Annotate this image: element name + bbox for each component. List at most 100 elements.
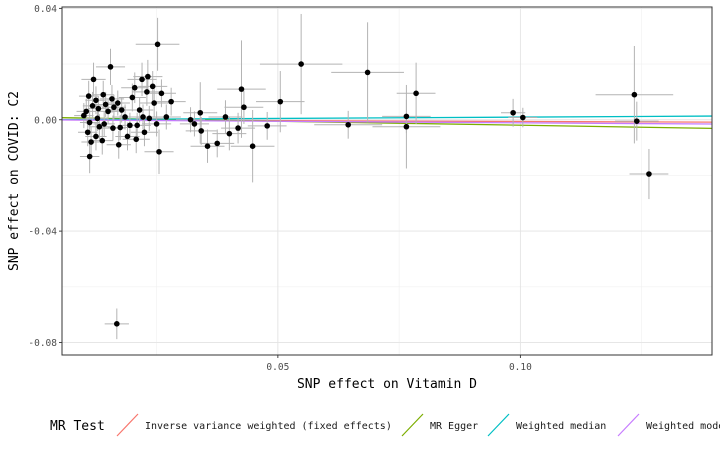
minor-gridlines — [62, 7, 712, 355]
legend-label: Weighted median — [516, 421, 606, 432]
data-point — [127, 122, 133, 129]
data-point — [241, 104, 247, 111]
data-point — [149, 83, 156, 90]
data-point — [156, 148, 162, 155]
data-point — [634, 118, 640, 124]
legend-key — [487, 413, 510, 437]
data-point — [158, 90, 165, 97]
data-point — [226, 130, 233, 137]
data-point — [111, 104, 117, 111]
y-tick-label: 0.00 — [34, 115, 57, 126]
data-point — [114, 321, 120, 327]
data-point — [115, 142, 122, 148]
data-point — [238, 86, 245, 92]
data-point — [110, 125, 116, 131]
data-point — [235, 125, 241, 131]
data-point — [631, 91, 638, 98]
data-point — [264, 123, 270, 129]
data-point — [90, 76, 97, 83]
data-point — [107, 64, 114, 70]
data-point — [144, 89, 150, 95]
data-point — [89, 103, 96, 109]
legend-label: Inverse variance weighted (fixed effects… — [145, 421, 392, 432]
data-point — [124, 133, 131, 140]
data-point — [298, 61, 304, 67]
legend-key — [617, 413, 640, 437]
y-axis: -0.08 -0.04 0.00 0.04 — [28, 4, 62, 349]
data-point — [510, 109, 516, 116]
data-point — [94, 115, 101, 122]
data-point — [222, 114, 229, 120]
x-tick-label: 0.05 — [266, 362, 289, 373]
data-point — [100, 91, 107, 98]
legend-key — [401, 413, 424, 437]
data-point — [86, 153, 93, 160]
x-tick-label: 0.10 — [509, 362, 532, 373]
data-point — [214, 140, 221, 147]
data-point — [109, 96, 115, 102]
x-axis: 0.05 0.10 — [266, 355, 532, 373]
regression-line — [61, 119, 713, 125]
data-point — [168, 98, 174, 105]
data-point — [249, 143, 256, 149]
data-point — [105, 108, 111, 115]
data-point — [117, 124, 124, 131]
data-point — [101, 121, 108, 127]
data-point — [403, 113, 410, 120]
data-point — [146, 115, 153, 122]
data-point — [403, 123, 410, 130]
legend: MR Test Inverse variance weighted (fixed… — [50, 413, 720, 437]
data-point — [83, 108, 90, 115]
data-point — [99, 137, 106, 144]
data-points — [81, 41, 652, 327]
data-point — [520, 114, 526, 121]
data-point — [154, 41, 161, 48]
data-point — [191, 121, 198, 127]
legend-label: Weighted mode — [646, 421, 720, 432]
data-point — [93, 97, 99, 104]
regression-lines — [61, 115, 713, 130]
data-point — [95, 105, 102, 112]
data-point — [151, 100, 157, 106]
data-point — [141, 129, 148, 136]
data-point — [345, 121, 351, 128]
data-point — [129, 94, 136, 101]
y-axis-title: SNP effect on COVID: C2 — [7, 91, 22, 271]
data-point — [136, 107, 143, 113]
data-point — [122, 114, 128, 120]
data-point — [85, 93, 92, 99]
y-tick-label: -0.04 — [28, 227, 57, 238]
data-point — [131, 84, 138, 91]
data-point — [133, 136, 140, 143]
data-point — [187, 116, 194, 123]
y-tick-label: 0.04 — [34, 4, 57, 15]
data-point — [197, 109, 204, 116]
data-point — [88, 139, 94, 145]
legend-key — [116, 413, 139, 437]
data-point — [84, 129, 91, 136]
data-point — [413, 90, 419, 97]
legend-title: MR Test — [50, 419, 105, 434]
data-point — [81, 112, 87, 119]
data-point — [102, 101, 109, 108]
data-point — [204, 143, 211, 149]
data-point — [96, 123, 103, 130]
legend-label: MR Egger — [430, 421, 478, 432]
data-point — [364, 69, 371, 76]
x-axis-title: SNP effect on Vitamin D — [297, 377, 477, 392]
regression-line — [61, 115, 713, 121]
data-point — [153, 121, 160, 127]
y-tick-label: -0.08 — [28, 338, 57, 349]
data-point — [118, 107, 125, 113]
data-point — [140, 114, 146, 120]
data-point — [198, 128, 205, 134]
data-point — [145, 73, 151, 80]
data-point — [86, 119, 93, 126]
panel-border — [61, 6, 713, 356]
data-point — [646, 171, 652, 177]
panel-background — [62, 7, 712, 355]
legend-items: Inverse variance weighted (fixed effects… — [116, 413, 720, 437]
data-point — [139, 76, 145, 83]
plot-panel — [61, 6, 713, 356]
